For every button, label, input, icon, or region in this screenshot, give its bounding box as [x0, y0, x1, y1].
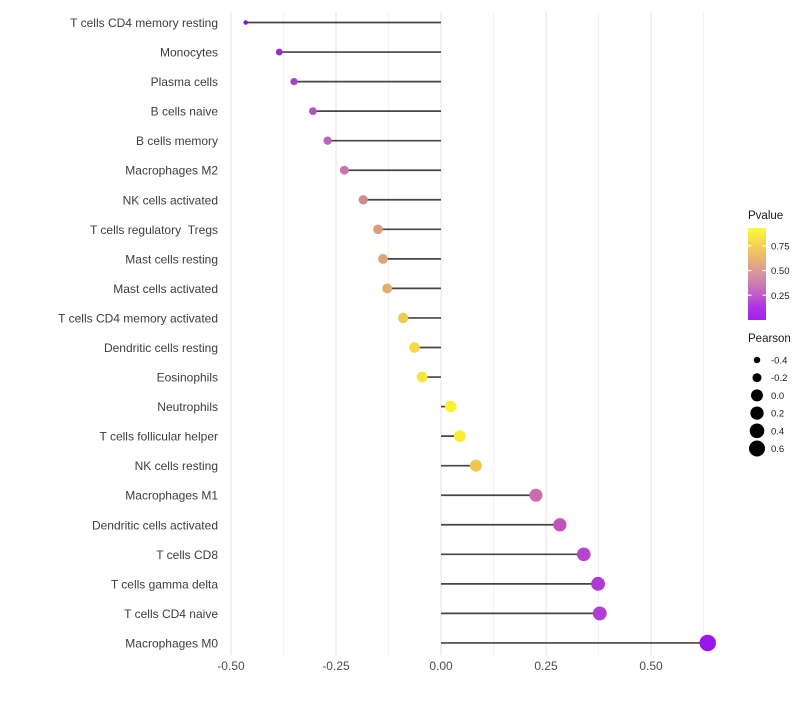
category-label: T cells gamma delta	[111, 577, 218, 591]
category-label: T cells CD4 memory activated	[58, 311, 218, 325]
category-label: Dendritic cells activated	[92, 518, 218, 532]
pvalue-legend: Pvalue 0.75 0.50 0.25	[748, 210, 790, 320]
category-label: NK cells resting	[135, 459, 218, 473]
lollipop-dot	[275, 48, 283, 56]
colorbar-tick-label: 0.25	[771, 291, 790, 302]
dots-group	[243, 20, 716, 652]
lollipop-dot	[416, 371, 428, 383]
lollipop-dot	[243, 20, 248, 25]
category-label: NK cells activated	[123, 193, 218, 207]
category-label: T cells CD4 memory resting	[70, 16, 218, 30]
pearson-legend-title: Pearson	[748, 333, 791, 345]
category-labels-group: T cells CD4 memory resting Monocytes Plasm…	[58, 16, 218, 650]
pearson-size-label: 0.0	[771, 391, 784, 402]
lollipop-dot	[699, 634, 716, 652]
category-label: B cells naive	[151, 105, 219, 119]
x-tick-label: 0.25	[534, 659, 558, 673]
lollipop-dot	[382, 283, 393, 294]
x-tick-label: -0.50	[217, 659, 245, 673]
pearson-size-dot	[749, 440, 765, 457]
category-label: T cells CD4 naive	[124, 607, 218, 621]
category-label: Neutrophils	[157, 400, 218, 414]
category-label: T cells follicular helper	[100, 430, 219, 444]
pearson-size-dot	[752, 373, 762, 383]
pearson-size-label: -0.4	[771, 356, 787, 367]
lollipop-dot	[409, 342, 420, 353]
pvalue-legend-title: Pvalue	[748, 210, 783, 222]
lollipop-dot	[378, 253, 388, 264]
lollipop-dot	[529, 488, 543, 502]
lollipop-dot	[591, 576, 606, 591]
category-label: Monocytes	[160, 46, 218, 60]
lollipop-dot	[398, 312, 409, 324]
pearson-size-dot	[751, 389, 763, 402]
gridlines-group	[230, 12, 704, 655]
lollipop-dot	[309, 107, 317, 116]
category-label: Eosinophils	[157, 371, 218, 385]
category-label: T cells CD8	[156, 548, 218, 562]
pearson-legend: Pearson -0.4 -0.2 0.0 0.2 0.4 0.6	[748, 333, 791, 457]
category-label: Macrophages M0	[125, 636, 218, 650]
lollipop-dot	[553, 518, 567, 532]
category-label: Dendritic cells resting	[104, 341, 218, 355]
category-label: Macrophages M2	[125, 164, 218, 178]
lollipop-dot	[576, 547, 591, 562]
category-label: B cells memory	[136, 134, 218, 148]
lollipop-dot	[323, 136, 332, 145]
category-label: T cells regulatory Tregs	[90, 223, 218, 237]
pearson-size-dot	[750, 406, 764, 420]
category-label: Mast cells resting	[125, 252, 218, 266]
colorbar-tick-label: 0.50	[771, 266, 790, 277]
lollipop-dot	[373, 224, 383, 235]
pearson-size-dot	[753, 356, 761, 364]
stems-group	[245, 21, 708, 644]
pearson-size-label: 0.4	[771, 426, 784, 437]
pearson-size-label: -0.2	[771, 373, 787, 384]
x-axis-tick-labels-group: -0.50 -0.25 0.00 0.25 0.50	[217, 659, 663, 673]
x-tick-label: 0.00	[429, 659, 453, 673]
pearson-size-dot	[749, 423, 765, 439]
pearson-size-label: 0.2	[771, 409, 784, 420]
pearson-size-label: 0.6	[771, 444, 784, 455]
category-label: Mast cells activated	[113, 282, 218, 296]
lollipop-dot	[454, 430, 466, 443]
category-label: Plasma cells	[151, 75, 218, 89]
lollipop-dot	[592, 606, 607, 621]
pvalue-colorbar	[748, 228, 766, 320]
lollipop-dot	[444, 400, 457, 413]
lollipop-dot	[358, 195, 368, 205]
colorbar-tick-label: 0.75	[771, 241, 790, 252]
lollipop-dot	[290, 77, 298, 86]
x-tick-label: 0.50	[639, 659, 663, 673]
lollipop-dot	[339, 165, 349, 175]
x-tick-label: -0.25	[322, 659, 350, 673]
category-label: Macrophages M1	[125, 489, 218, 503]
lollipop-dot	[469, 459, 482, 472]
